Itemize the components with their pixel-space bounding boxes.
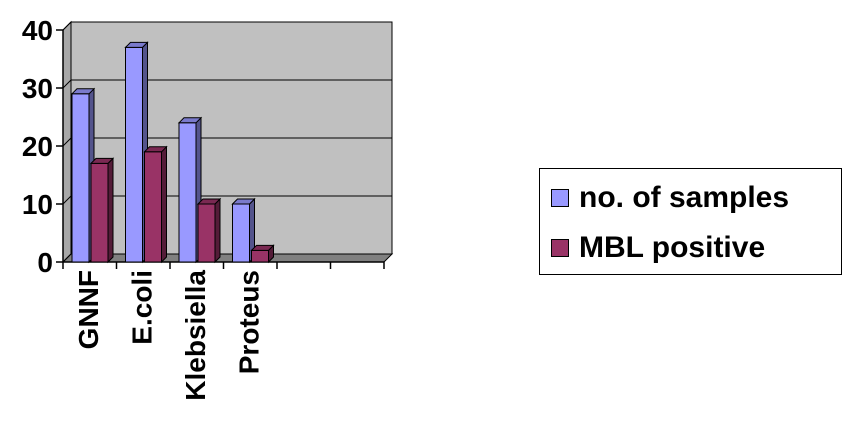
bar-top [177,117,203,124]
bar-top [124,41,149,48]
bar-side [161,145,167,264]
gridline [62,79,392,89]
bar-side [107,157,114,264]
gridline [62,21,392,31]
bar-front [90,162,109,263]
legend-label-mbl: MBL positive [579,231,766,264]
legend-item-samples: no. of samples [551,181,789,215]
x-category-label: GNNF [73,270,104,349]
bar-mbl-1 [143,145,168,264]
bar-top [70,88,96,95]
bar-mbl-2 [196,197,222,264]
bar-front [125,46,143,263]
y-tick-label: 30 [22,73,53,104]
bar-front [144,151,162,263]
bar-top [231,198,256,205]
y-tick-label: 0 [37,247,53,278]
legend-swatch-mbl [551,239,569,257]
bar-top [143,146,168,153]
bar-top [250,244,275,251]
bar-front [71,93,90,263]
x-category-label: Proteus [233,270,264,374]
bar-side [214,197,221,264]
gridline [62,137,392,147]
y-tick-label: 20 [22,131,53,162]
x-category-label: Klebsiella [180,270,211,401]
chart-legend: no. of samples MBL positive [539,168,842,275]
bar-front [178,122,197,263]
legend-swatch-samples [551,189,569,207]
gridline [62,253,392,263]
y-tick-label: 10 [22,189,53,220]
bar-samples-3 [231,197,256,264]
bar-mbl-3 [250,244,275,264]
bar-mbl-0 [89,157,115,264]
legend-item-mbl: MBL positive [551,231,765,265]
bar-top [89,157,115,164]
x-category-label: E.coli [126,270,157,345]
bar-front [197,203,216,263]
gridline [62,195,392,205]
bar-top [196,198,222,205]
legend-label-samples: no. of samples [579,181,790,214]
bar-front [251,249,269,263]
bar-front [232,203,250,263]
y-tick-label: 40 [22,15,53,46]
